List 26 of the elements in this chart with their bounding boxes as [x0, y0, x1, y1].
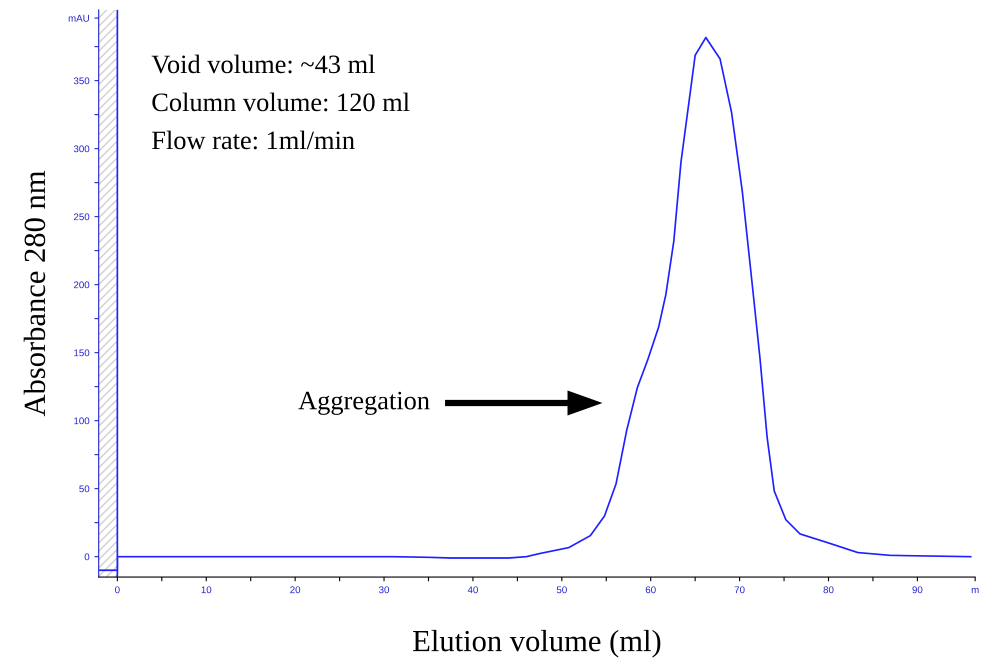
x-axis-title: Elution volume (ml) — [413, 630, 660, 658]
annotation: Void volume: ~43 ml — [152, 54, 375, 74]
y-axis-title: Absorbance 280 nm — [24, 170, 46, 416]
y-tick-label: 0 — [84, 553, 90, 560]
annotation: Aggregation — [298, 392, 430, 415]
x-tick-label: 70 — [734, 586, 745, 594]
y-tick-label: 100 — [74, 417, 90, 424]
x-tick-label: 0 — [115, 586, 120, 594]
annotation: Flow rate: 1ml/min — [152, 130, 355, 150]
x-tick-label: 50 — [556, 586, 567, 594]
y-tick-label: 300 — [74, 145, 90, 152]
y-tick-label: 250 — [74, 213, 90, 220]
x-tick-label: 90 — [912, 586, 922, 594]
y-tick-label: 50 — [79, 485, 90, 492]
x-tick-label: m — [972, 588, 979, 594]
x-tick-label: 20 — [290, 586, 300, 594]
x-tick-label: 40 — [468, 586, 478, 594]
x-tick-label: 60 — [646, 586, 656, 594]
y-tick-label: 200 — [74, 281, 90, 288]
annotation: Column volume: 120 ml — [152, 92, 410, 112]
y-tick-label: mAU — [68, 14, 89, 22]
x-tick-label: 30 — [379, 586, 390, 594]
x-tick-label: 80 — [824, 586, 834, 594]
x-tick-label: 10 — [202, 586, 212, 594]
y-tick-label: 150 — [74, 349, 90, 356]
y-tick-label: 350 — [74, 77, 90, 84]
